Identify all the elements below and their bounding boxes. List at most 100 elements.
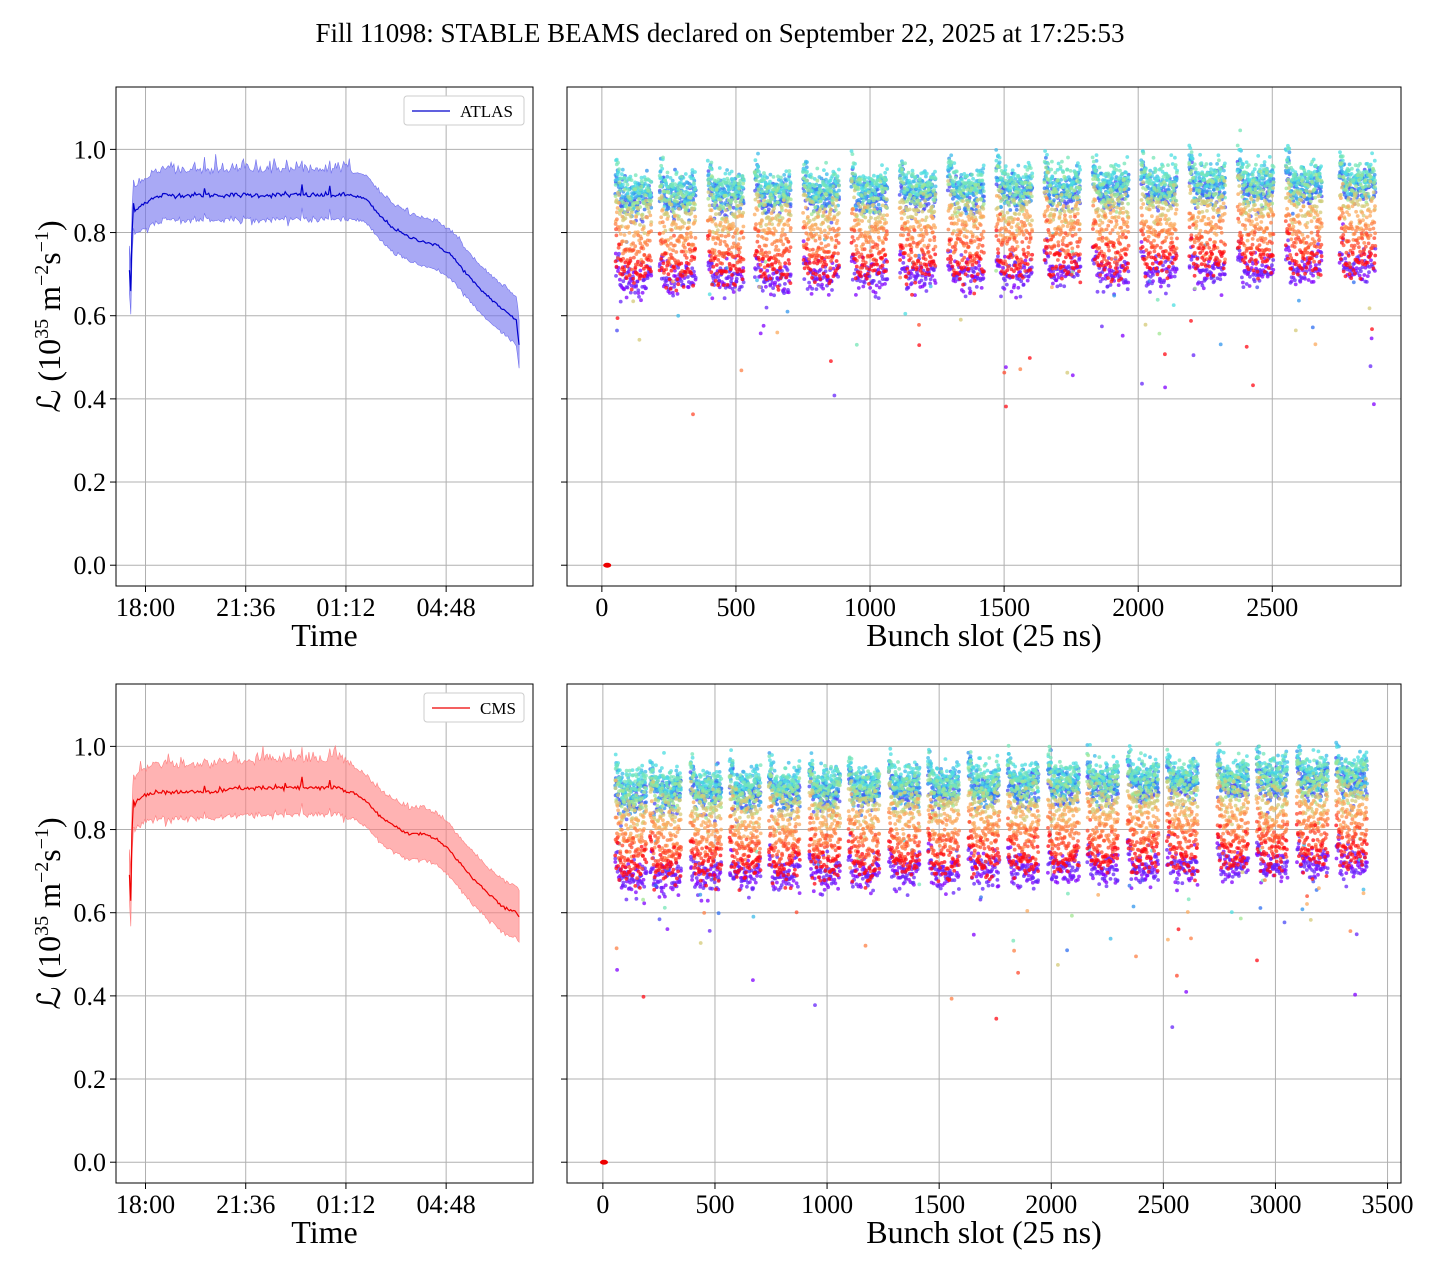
data-point [1219,293,1224,297]
data-point [953,279,958,284]
data-point [1240,195,1245,199]
data-point [1045,177,1050,182]
data-point [1215,162,1219,166]
data-point [813,205,818,210]
data-point [807,280,811,285]
data-point [1350,166,1354,171]
y-tick-label: 0.8 [74,219,107,248]
data-point [1115,192,1120,197]
data-point [741,266,746,270]
data-point [952,276,957,281]
data-point [617,193,621,198]
y-axis-label: ℒ (1035 m−2s−1) [31,220,67,412]
data-point [1055,284,1060,289]
data-point [1148,168,1153,173]
data-point [722,296,727,301]
data-point [961,188,966,193]
data-point [1196,280,1201,285]
data-point [923,277,928,281]
data-point [1150,182,1154,186]
data-point [617,251,621,256]
data-point [785,309,790,314]
data-point [1299,166,1304,170]
data-point [912,179,916,184]
data-point [882,181,887,186]
data-point [1372,158,1377,163]
data-point [624,295,629,300]
data-point [1244,192,1249,197]
data-point [1189,150,1194,155]
data-point [1117,176,1121,181]
data-point [972,270,976,274]
data-point [1241,285,1246,289]
data-point [861,198,866,203]
data-point [617,167,621,172]
y-label-superscript: 35 [31,319,53,339]
data-point [1235,143,1240,148]
data-point [801,239,806,244]
data-point [756,164,760,169]
data-point [802,162,806,167]
data-point [1319,184,1323,189]
data-point [669,194,674,199]
data-point [679,279,684,284]
data-point [766,207,771,212]
data-point [1308,170,1313,175]
data-point [676,313,681,318]
data-point [762,177,767,182]
data-point [1217,158,1221,163]
data-point [1094,169,1098,174]
data-point [626,188,631,192]
data-point [1012,283,1017,288]
data-point [693,170,697,174]
data-point [903,311,908,316]
data-point [622,287,626,292]
data-point [705,158,710,163]
data-point [1199,182,1203,187]
data-point [880,282,884,287]
data-point [621,182,625,187]
data-point [667,291,672,295]
data-point [1158,278,1163,282]
data-point [708,166,713,171]
data-point [737,187,742,191]
data-point [949,153,954,158]
data-point [883,186,887,191]
data-point [1016,285,1021,290]
data-point [1200,283,1205,288]
data-point [1306,278,1311,282]
data-point [1125,155,1130,159]
data-point [1222,272,1227,277]
data-point [1029,272,1033,276]
data-point [1023,180,1028,185]
data-point [635,279,640,284]
data-point [1122,161,1127,166]
data-point [964,174,969,179]
data-point [948,175,953,179]
data-point [1114,168,1119,172]
data-point [1367,265,1372,269]
data-point [1090,155,1095,160]
data-point [815,166,820,171]
y-tick-label: 0.2 [74,468,107,497]
data-point [707,292,712,297]
data-point [926,187,931,192]
data-point [1312,187,1316,192]
data-point [1151,273,1155,277]
data-point [914,184,919,188]
data-point [850,152,855,157]
data-point [1195,183,1200,188]
data-point [787,169,792,173]
data-point [725,168,729,172]
data-point [856,286,861,290]
data-point [1360,173,1364,178]
data-point [952,192,957,196]
data-point [1359,269,1363,274]
y-tick-label: 1.0 [74,135,107,164]
data-point [657,173,662,178]
data-point [813,275,818,280]
data-point [633,187,637,192]
data-point [1108,283,1113,287]
data-point [681,194,685,199]
